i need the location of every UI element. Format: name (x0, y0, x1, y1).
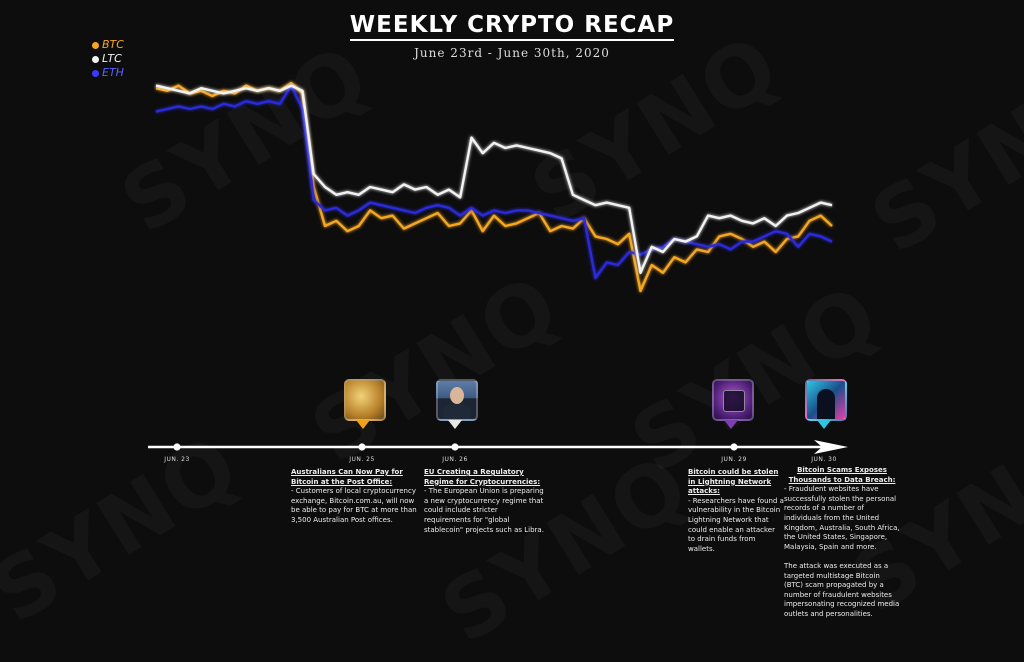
event-heading: Bitcoin could be stolen in Lightning Net… (688, 468, 779, 496)
legend-item-ltc: LTC (92, 52, 124, 66)
legend-swatch-eth (92, 69, 99, 77)
event-australia-post: Australians Can Now Pay for Bitcoin at t… (291, 468, 419, 526)
legend-label-ltc: LTC (102, 52, 122, 65)
event-body: - Researchers have found a vulnerability… (688, 496, 784, 553)
timeline-tick-dot (358, 443, 366, 451)
timeline-arrowhead (814, 440, 848, 454)
timeline-tick-label: JUN. 29 (721, 456, 747, 463)
timeline-axis (148, 440, 848, 454)
scam-hacker-image[interactable] (805, 379, 847, 421)
hacker-silhouette (817, 389, 835, 419)
timeline-tick-label: JUN. 30 (811, 456, 837, 463)
legend-swatch-btc (92, 41, 99, 49)
event-body: - Fraudulent websites have successfully … (784, 485, 900, 618)
timeline-tick-dot (730, 443, 738, 451)
timeline-tick-dot (451, 443, 459, 451)
event-body: - The European Union is preparing a new … (424, 487, 544, 534)
legend-label-btc: BTC (102, 38, 124, 51)
eu-official-portrait[interactable] (436, 379, 478, 421)
legend-item-btc: BTC (92, 38, 124, 52)
event-body: - Customers of local cryptocurrency exch… (291, 487, 417, 524)
event-heading: Bitcoin Scams Exposes Thousands to Data … (788, 466, 896, 484)
pin-marker (356, 420, 370, 429)
event-scam-breach: Bitcoin Scams Exposes Thousands to Data … (784, 466, 900, 620)
page-title-text: WEEKLY CRYPTO RECAP (349, 12, 675, 41)
pin-marker (817, 420, 831, 429)
price-line-chart (155, 81, 833, 293)
timeline-tick-dot (820, 443, 828, 451)
australia-post-image[interactable] (344, 379, 386, 421)
page-subtitle: June 23rd - June 30th, 2020 (414, 46, 610, 60)
portrait-body (443, 404, 471, 419)
series-line-ltc (155, 84, 833, 274)
timeline-tick-label: JUN. 26 (442, 456, 468, 463)
legend-label-eth: ETH (102, 66, 124, 79)
timeline-tick-label: JUN. 25 (349, 456, 375, 463)
series-line-eth (155, 84, 833, 280)
portrait-face (450, 387, 464, 404)
event-eu-regulation: EU Creating a Regulatory Regime for Cryp… (424, 468, 546, 535)
pin-marker (724, 420, 738, 429)
legend-item-eth: ETH (92, 66, 124, 80)
page-title: WEEKLY CRYPTO RECAP (0, 12, 1024, 41)
pin-marker (448, 420, 462, 429)
event-heading: Australians Can Now Pay for Bitcoin at t… (291, 468, 403, 486)
timeline-tick-label: JUN. 23 (164, 456, 190, 463)
chart-legend: BTC LTC ETH (92, 38, 124, 80)
lightning-card (723, 390, 745, 412)
timeline-tick-dot (173, 443, 181, 451)
legend-swatch-ltc (92, 55, 99, 63)
event-heading: EU Creating a Regulatory Regime for Cryp… (424, 468, 541, 486)
event-lightning-attack: Bitcoin could be stolen in Lightning Net… (688, 468, 784, 554)
lightning-network-image[interactable] (712, 379, 754, 421)
